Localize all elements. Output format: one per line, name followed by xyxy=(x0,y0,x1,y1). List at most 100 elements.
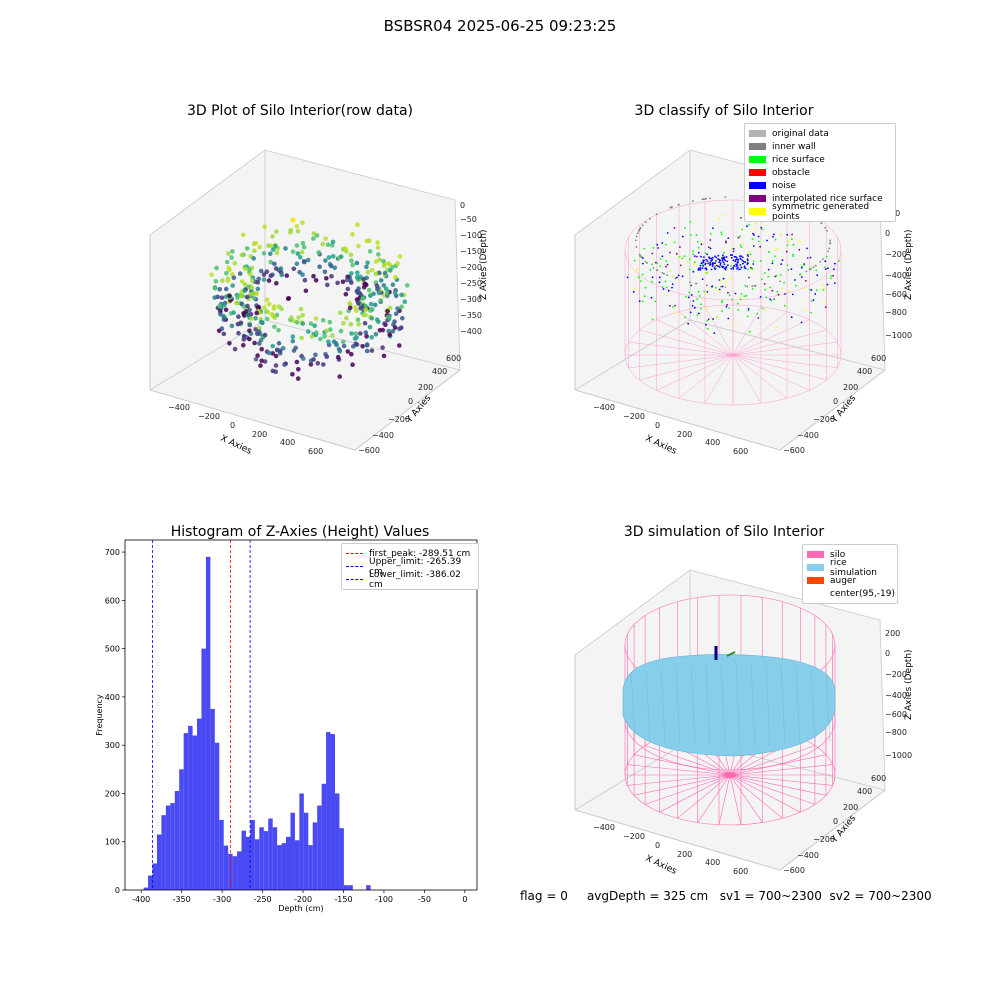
classified-point xyxy=(656,243,659,246)
p4-xtick: −200 xyxy=(623,832,645,841)
scatter-point xyxy=(262,332,268,338)
p2-xtick: −400 xyxy=(593,403,615,412)
classified-point xyxy=(666,232,669,234)
scatter-point xyxy=(382,321,387,326)
scatter-point xyxy=(388,268,393,273)
classified-point xyxy=(717,265,719,268)
scatter-point xyxy=(298,255,303,260)
scatter-point xyxy=(302,277,308,283)
histogram-bar xyxy=(321,783,327,890)
scatter-point xyxy=(364,264,369,270)
scatter-point xyxy=(290,334,296,339)
classified-point xyxy=(749,266,752,269)
scatter-point xyxy=(274,250,280,256)
classified-point xyxy=(759,245,761,248)
scatter-point xyxy=(280,345,286,351)
classified-point xyxy=(791,238,793,241)
classified-point xyxy=(815,269,818,272)
classified-point xyxy=(693,255,696,258)
histogram-bar xyxy=(201,648,206,890)
silo-floor-spoke xyxy=(627,764,731,776)
scatter-point xyxy=(253,316,258,321)
scatter-point xyxy=(261,251,267,256)
classified-point xyxy=(703,256,705,258)
classified-point xyxy=(698,312,700,315)
legend-item: rice surface xyxy=(749,153,891,166)
scatter-point xyxy=(353,341,359,347)
classified-point xyxy=(652,267,655,269)
scatter-point xyxy=(348,252,354,258)
scatter-point xyxy=(247,322,253,328)
scatter-point xyxy=(375,287,380,292)
scatter-point xyxy=(320,241,326,247)
classified-point xyxy=(801,265,803,268)
classified-point xyxy=(711,285,713,288)
silo-floor-spoke xyxy=(645,745,731,776)
classified-point xyxy=(714,286,717,289)
scatter-point xyxy=(381,353,387,359)
classified-point xyxy=(651,276,654,279)
scatter-point xyxy=(255,353,260,358)
classified-point xyxy=(681,275,684,278)
classified-point xyxy=(702,261,705,264)
scatter-point xyxy=(301,259,307,264)
scatter-point xyxy=(367,324,373,330)
histogram-bar xyxy=(219,820,224,890)
classified-point xyxy=(721,265,724,268)
scatter-point xyxy=(386,261,391,266)
rice-grid-line xyxy=(660,669,666,743)
classified-point xyxy=(692,263,695,265)
classified-point xyxy=(741,256,744,259)
legend-line xyxy=(346,566,363,567)
silo-floor-spoke xyxy=(729,774,833,786)
silo-floor-spoke xyxy=(639,329,734,356)
scatter-point xyxy=(369,335,374,340)
scatter-point xyxy=(257,244,262,250)
silo-floor-spoke xyxy=(704,306,734,356)
scatter-point xyxy=(321,362,326,367)
classified-point xyxy=(748,276,750,279)
scatter-point xyxy=(368,293,373,299)
histogram-bar xyxy=(148,875,153,890)
scatter-point xyxy=(317,264,322,269)
classified-point xyxy=(703,290,705,293)
histogram-bar xyxy=(290,812,295,890)
scatter-point xyxy=(227,293,232,298)
classified-point xyxy=(770,299,773,302)
classified-point xyxy=(707,246,710,249)
scatter-point xyxy=(323,258,328,263)
histogram-bar xyxy=(303,812,309,890)
classified-point xyxy=(745,294,748,297)
classified-point xyxy=(743,266,746,269)
classified-point xyxy=(743,295,746,298)
scatter-point xyxy=(256,276,261,282)
scatter-point xyxy=(362,320,368,326)
scatter-point xyxy=(355,222,360,227)
histogram-bar xyxy=(348,885,353,890)
scatter-point xyxy=(311,231,317,236)
classified-point xyxy=(643,247,646,250)
classified-point xyxy=(674,277,677,280)
classified-point xyxy=(666,263,669,266)
silo-floor-spoke xyxy=(732,354,810,391)
classified-point xyxy=(751,285,754,287)
classified-point xyxy=(779,233,782,236)
classified-point xyxy=(751,288,754,290)
legend-line xyxy=(346,553,363,554)
scatter-point xyxy=(268,259,274,265)
classified-point xyxy=(696,240,699,243)
legend-item: auger xyxy=(807,574,893,587)
classified-point xyxy=(711,256,714,259)
histogram-xtick-label: -350 xyxy=(173,895,191,904)
scatter-point xyxy=(368,301,374,307)
scatter-point xyxy=(326,339,331,344)
classified-point xyxy=(705,258,708,261)
rice-grid-line xyxy=(765,664,771,746)
p2-ztick: 0 xyxy=(885,229,890,238)
p1-ztick: −250 xyxy=(460,279,482,288)
classified-point xyxy=(757,240,760,243)
classified-point xyxy=(727,317,730,320)
classified-point xyxy=(687,296,690,299)
scatter-point xyxy=(326,255,332,260)
histogram-yticks: 0 100 200 300 400 500 600 700 xyxy=(105,548,125,895)
